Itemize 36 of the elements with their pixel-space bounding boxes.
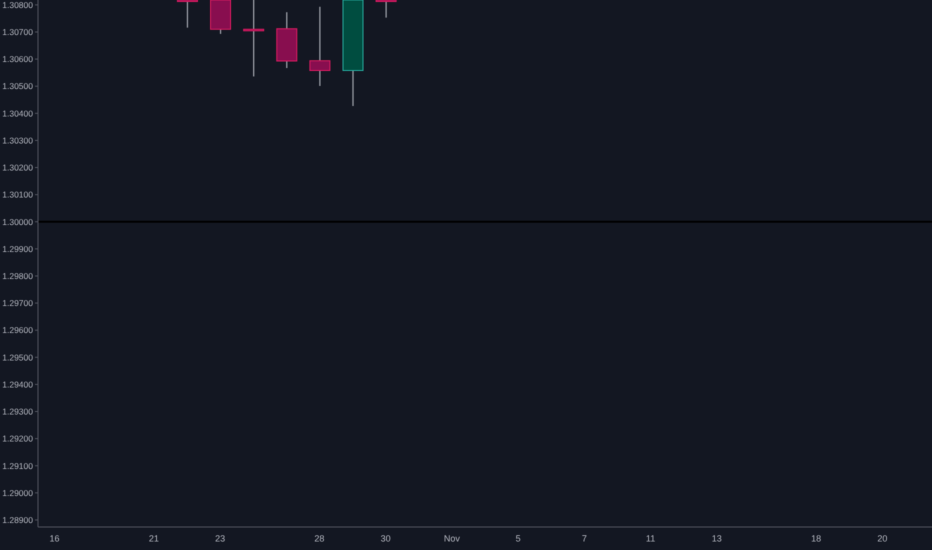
candlestick	[243, 0, 264, 78]
y-tick-label: 1.30600	[2, 54, 34, 64]
x-tick-label: 16	[50, 533, 60, 544]
x-tick-label: 5	[516, 533, 521, 544]
y-tick-label: 1.29200	[2, 434, 34, 444]
y-tick-label: 1.29000	[2, 488, 34, 498]
y-tick-label: 1.30800	[2, 0, 34, 10]
y-tick-label: 1.30400	[2, 108, 34, 118]
x-tick-label: 21	[148, 533, 159, 544]
y-tick-label: 1.29800	[2, 270, 34, 281]
y-tick-label: 1.29400	[2, 379, 34, 390]
y-tick-label: 1.30700	[2, 27, 34, 38]
y-tick-label: 1.29600	[2, 325, 34, 336]
x-tick-label: 13	[712, 533, 722, 544]
x-tick-label: Nov	[444, 533, 460, 544]
candlestick	[176, 0, 198, 28]
candlestick	[376, 0, 397, 18]
x-tick-label: 11	[646, 533, 656, 544]
y-tick-label: 1.29500	[2, 352, 34, 362]
candlestick	[309, 6, 330, 87]
x-tick-label: 30	[380, 533, 391, 544]
x-tick-label: 18	[811, 533, 822, 544]
y-tick-label: 1.29300	[2, 406, 34, 417]
y-tick-label: 1.28900	[2, 514, 34, 525]
y-tick-label: 1.29100	[2, 460, 34, 471]
y-tick-label: 1.30500	[2, 81, 34, 92]
x-tick-label: 20	[877, 533, 888, 544]
y-tick-label: 1.30100	[2, 190, 34, 200]
x-tick-label: 7	[582, 533, 587, 544]
y-tick-label: 1.30300	[2, 135, 34, 146]
y-tick-label: 1.30000	[2, 216, 34, 227]
y-tick-label: 1.29700	[2, 298, 34, 308]
x-tick-label: 23	[215, 533, 226, 544]
y-tick-label: 1.29900	[2, 244, 34, 254]
y-tick-label: 1.30200	[2, 162, 34, 173]
x-tick-label: 28	[314, 533, 324, 544]
